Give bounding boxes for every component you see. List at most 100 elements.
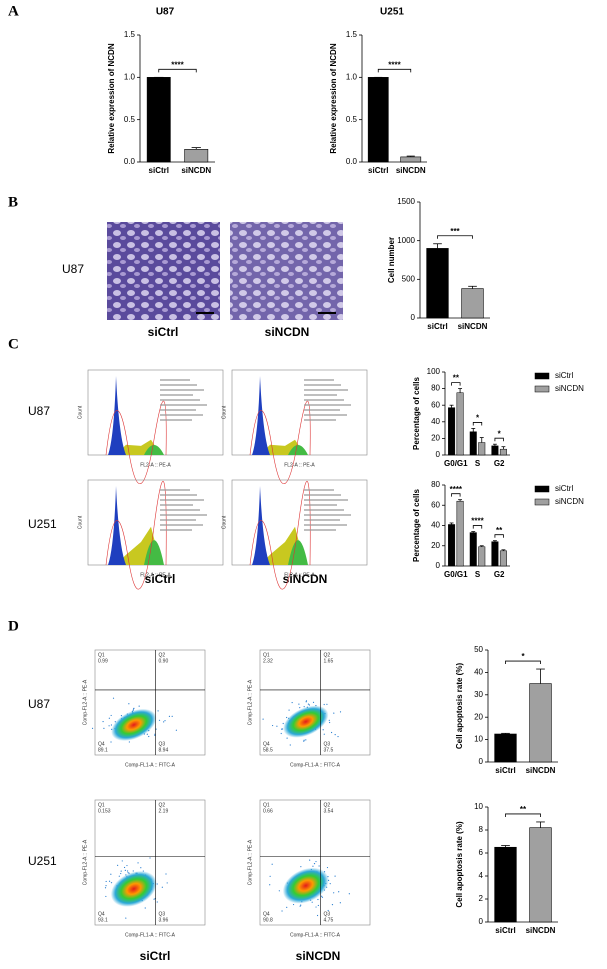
flow-event bbox=[110, 873, 112, 875]
flow-event bbox=[149, 857, 151, 859]
flow-event bbox=[110, 714, 112, 717]
y-tick-label: 8 bbox=[479, 825, 484, 834]
bar bbox=[499, 448, 507, 456]
x-tick-label: G0/G1 bbox=[444, 459, 468, 468]
flow-event bbox=[322, 729, 324, 731]
flow-event bbox=[133, 707, 135, 709]
bar bbox=[478, 546, 486, 567]
y-tick-label: 0.0 bbox=[346, 157, 358, 166]
flow-event bbox=[108, 725, 110, 727]
y-axis-label: Percentage of cells bbox=[412, 488, 421, 561]
micrograph bbox=[107, 222, 220, 320]
significance-bracket bbox=[437, 235, 473, 239]
flow-event bbox=[338, 891, 340, 893]
significance-bracket bbox=[158, 68, 197, 73]
micrograph bbox=[230, 222, 343, 320]
quadrant-value: 2.32 bbox=[263, 658, 273, 664]
significance-label: **** bbox=[171, 60, 184, 69]
quadrant-name: Q3 bbox=[324, 741, 331, 747]
x-tick-label: G2 bbox=[494, 459, 505, 468]
flow-event bbox=[315, 906, 317, 908]
flow-event bbox=[327, 909, 329, 912]
flow-event bbox=[108, 717, 110, 719]
flow-event bbox=[316, 914, 319, 917]
histogram-g1 bbox=[108, 376, 126, 455]
legend-swatch bbox=[534, 372, 550, 380]
bar bbox=[529, 827, 552, 923]
flow-event bbox=[175, 729, 177, 731]
significance-label: ** bbox=[520, 805, 527, 814]
significance-bracket bbox=[494, 534, 504, 538]
y-tick-label: 0.5 bbox=[124, 115, 136, 124]
flow-event bbox=[91, 727, 94, 730]
chart-title: U251 bbox=[380, 7, 404, 18]
flow-event bbox=[328, 719, 330, 721]
flow-event bbox=[105, 895, 107, 898]
significance-bracket bbox=[377, 68, 412, 73]
flow-event bbox=[157, 710, 159, 712]
bar bbox=[400, 156, 422, 163]
flow-event bbox=[329, 721, 331, 724]
significance-bracket bbox=[451, 493, 461, 497]
flow-event bbox=[289, 744, 291, 746]
y-tick-label: 1.5 bbox=[346, 30, 358, 39]
bar bbox=[461, 288, 484, 319]
flow-event bbox=[281, 910, 283, 912]
flow-event bbox=[333, 712, 335, 714]
flow-event bbox=[269, 884, 271, 886]
x-tick-label: siNCDN bbox=[526, 766, 556, 775]
y-tick-label: 1500 bbox=[397, 197, 415, 206]
y-tick-label: 1000 bbox=[397, 236, 415, 245]
flow-event bbox=[300, 866, 302, 868]
flow-x-label: Comp-FL1-A :: FITC-A bbox=[290, 762, 341, 768]
y-axis-label: Relative expression of NCDN bbox=[329, 43, 338, 153]
quadrant-value: 3.96 bbox=[159, 917, 169, 923]
y-tick-label: 30 bbox=[474, 690, 483, 699]
flow-event bbox=[323, 703, 325, 706]
quadrant-value: 0.90 bbox=[159, 658, 169, 664]
flow-event bbox=[166, 882, 168, 884]
quadrant-value: 2.19 bbox=[159, 808, 169, 814]
flow-event bbox=[305, 700, 308, 702]
x-tick-label: siNCDN bbox=[526, 926, 556, 935]
y-tick-label: 10 bbox=[474, 802, 483, 811]
y-axis-label: Cell apoptosis rate (%) bbox=[455, 663, 464, 750]
quadrant-name: Q3 bbox=[159, 741, 166, 747]
caption: siCtrl bbox=[148, 325, 179, 339]
y-tick-label: 6 bbox=[479, 848, 484, 857]
flow-event bbox=[333, 892, 335, 894]
bar bbox=[184, 149, 209, 163]
flow-y-label: Comp-FL2-A :: PE-A bbox=[247, 839, 253, 885]
x-tick-label: siCtrl bbox=[368, 166, 388, 175]
flow-event bbox=[312, 865, 314, 867]
flow-event bbox=[305, 701, 307, 703]
flow-event bbox=[321, 896, 324, 898]
flow-event bbox=[128, 741, 130, 743]
quadrant-name: Q2 bbox=[324, 802, 331, 808]
flow-event bbox=[103, 727, 105, 729]
quadrant-name: Q4 bbox=[98, 911, 105, 917]
flow-density bbox=[282, 867, 329, 904]
flow-event bbox=[321, 895, 323, 897]
flow-event bbox=[138, 705, 140, 707]
flow-event bbox=[312, 701, 315, 703]
flow-event bbox=[148, 735, 150, 738]
x-tick-label: G0/G1 bbox=[444, 570, 468, 579]
row-label: U87 bbox=[62, 262, 84, 276]
flow-event bbox=[132, 870, 134, 872]
flow-event bbox=[171, 715, 173, 717]
significance-label: ** bbox=[453, 374, 460, 383]
flow-x-label: Comp-FL1-A :: FITC-A bbox=[125, 932, 176, 938]
y-tick-label: 1.0 bbox=[346, 72, 358, 81]
y-tick-label: 4 bbox=[479, 871, 484, 880]
flow-event bbox=[286, 716, 288, 719]
panel-label: A bbox=[8, 3, 19, 19]
flow-event bbox=[303, 739, 305, 741]
x-tick-label: siCtrl bbox=[149, 166, 169, 175]
histogram-x-label: FL2-A :: PE-A bbox=[284, 572, 315, 578]
caption: siNCDN bbox=[296, 949, 341, 963]
y-tick-label: 0 bbox=[436, 561, 441, 570]
significance-label: * bbox=[521, 652, 525, 661]
flow-event bbox=[158, 719, 161, 721]
